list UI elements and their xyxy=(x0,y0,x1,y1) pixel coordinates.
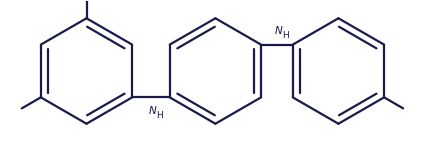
Text: N: N xyxy=(274,26,282,36)
Text: H: H xyxy=(157,110,163,120)
Text: H: H xyxy=(282,31,289,40)
Text: N: N xyxy=(149,106,156,116)
